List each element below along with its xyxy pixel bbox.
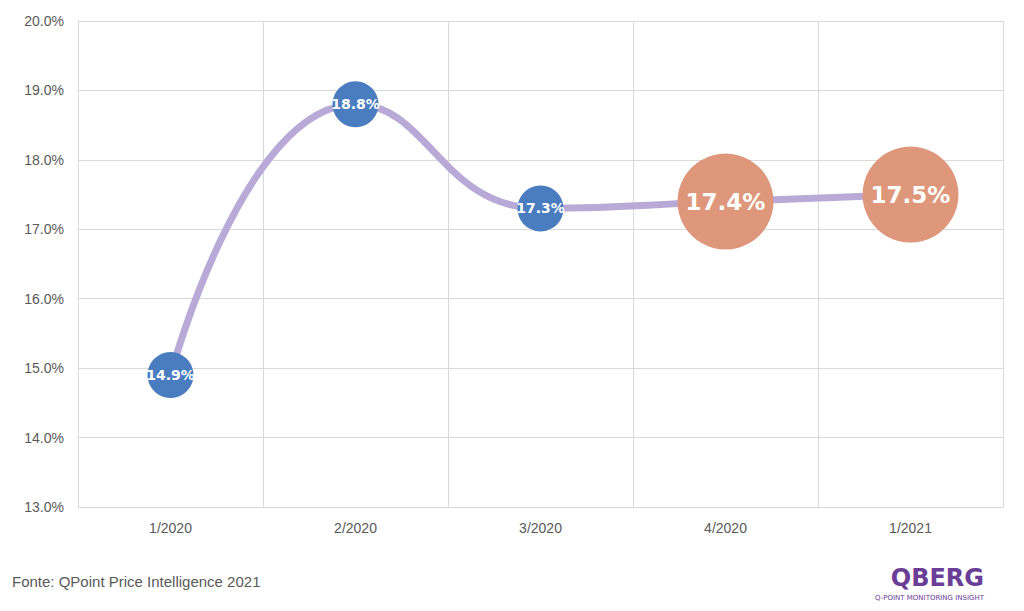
svg-text:16.0%: 16.0% bbox=[24, 291, 64, 307]
svg-text:17.4%: 17.4% bbox=[686, 189, 766, 215]
svg-text:14.0%: 14.0% bbox=[24, 430, 64, 446]
svg-text:13.0%: 13.0% bbox=[24, 499, 64, 515]
svg-text:19.0%: 19.0% bbox=[24, 82, 64, 98]
svg-text:14.9%: 14.9% bbox=[146, 367, 195, 383]
svg-text:1/2021: 1/2021 bbox=[889, 520, 932, 536]
svg-text:18.0%: 18.0% bbox=[24, 152, 64, 168]
svg-text:QBERG: QBERG bbox=[891, 564, 984, 592]
svg-text:Fonte: QPoint Price Intelligen: Fonte: QPoint Price Intelligence 2021 bbox=[12, 573, 260, 590]
svg-text:1/2020: 1/2020 bbox=[149, 520, 192, 536]
svg-text:20.0%: 20.0% bbox=[24, 13, 64, 29]
svg-text:17.5%: 17.5% bbox=[871, 182, 951, 208]
svg-text:4/2020: 4/2020 bbox=[704, 520, 747, 536]
svg-text:Q-POINT MONITORING INSIGHT: Q-POINT MONITORING INSIGHT bbox=[875, 594, 985, 602]
svg-text:18.8%: 18.8% bbox=[331, 96, 380, 112]
svg-text:2/2020: 2/2020 bbox=[334, 520, 377, 536]
svg-text:17.0%: 17.0% bbox=[24, 221, 64, 237]
svg-text:15.0%: 15.0% bbox=[24, 360, 64, 376]
svg-text:17.3%: 17.3% bbox=[516, 200, 565, 216]
svg-text:3/2020: 3/2020 bbox=[519, 520, 562, 536]
